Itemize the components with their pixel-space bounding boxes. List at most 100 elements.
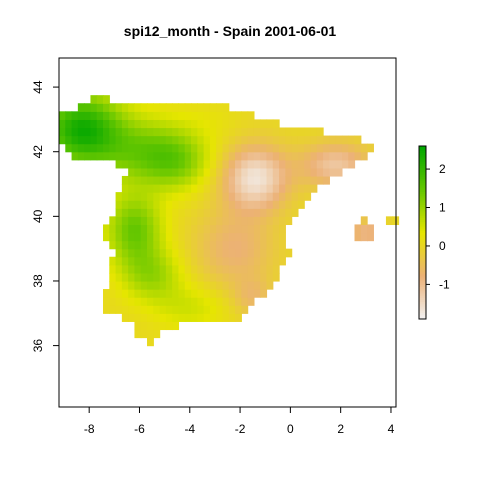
- colorbar-frame: [418, 145, 427, 320]
- raster-cell: [172, 313, 180, 322]
- raster-cell: [140, 248, 148, 258]
- raster-cell: [178, 143, 186, 153]
- raster-cell: [197, 256, 205, 266]
- raster-cell: [128, 280, 136, 290]
- raster-cell: [140, 313, 148, 322]
- raster-cell: [253, 119, 261, 129]
- colorbar-segment: [419, 219, 426, 223]
- raster-cell: [84, 103, 92, 112]
- colorbar-segment: [419, 202, 426, 205]
- raster-cell: [209, 256, 217, 266]
- raster-cell: [235, 135, 242, 145]
- raster-cell: [222, 167, 230, 177]
- raster-cell: [121, 143, 129, 153]
- raster-cell: [140, 119, 148, 129]
- raster-cell: [134, 167, 142, 177]
- raster-cell: [140, 127, 148, 137]
- raster-cell: [191, 313, 198, 322]
- raster-cell: [140, 305, 148, 314]
- raster-cell: [247, 135, 255, 145]
- raster-cell: [153, 248, 161, 258]
- raster-cell: [222, 313, 230, 322]
- raster-cell: [272, 119, 280, 129]
- raster-cell: [209, 192, 217, 201]
- raster-cell: [216, 240, 224, 250]
- raster-cell: [203, 224, 211, 234]
- raster-cell: [178, 111, 186, 120]
- raster-cell: [253, 289, 261, 298]
- raster-cell: [172, 305, 180, 314]
- raster-cell: [291, 135, 299, 145]
- raster-cell: [335, 143, 343, 153]
- raster-cell: [209, 272, 217, 282]
- raster-cell: [354, 224, 362, 234]
- raster-cell: [209, 297, 217, 306]
- raster-cell: [65, 143, 73, 153]
- raster-cell: [77, 119, 85, 129]
- raster-cell: [165, 111, 173, 120]
- raster-cell: [121, 280, 129, 290]
- raster-cell: [241, 135, 249, 145]
- raster-cell: [172, 192, 180, 201]
- raster-cell: [216, 111, 224, 120]
- raster-cell: [291, 192, 299, 201]
- raster-cell: [109, 224, 117, 234]
- raster-cell: [115, 111, 123, 120]
- raster-cell: [310, 143, 318, 153]
- raster-cell: [266, 192, 274, 201]
- colorbar-segment: [419, 234, 426, 238]
- raster-cell: [272, 175, 280, 185]
- raster-cell: [147, 192, 154, 201]
- raster-cell: [109, 240, 117, 250]
- raster-cell: [247, 224, 255, 234]
- raster-cell: [304, 135, 312, 145]
- raster-cell: [304, 151, 312, 161]
- raster-cell: [216, 135, 224, 145]
- raster-cell: [297, 175, 305, 185]
- raster-cell: [285, 151, 293, 161]
- colorbar-segment: [419, 150, 426, 153]
- raster-cell: [310, 175, 318, 185]
- raster-cell: [222, 103, 230, 112]
- raster-cell: [228, 175, 236, 185]
- raster-cell: [109, 151, 117, 161]
- raster-cell: [253, 200, 261, 209]
- raster-cell: [354, 143, 362, 153]
- raster-cell: [216, 224, 224, 234]
- raster-cell: [247, 256, 255, 266]
- raster-cell: [191, 151, 198, 161]
- raster-cell: [216, 216, 224, 226]
- raster-cell: [178, 248, 186, 258]
- raster-cell: [241, 297, 249, 306]
- raster-cell: [228, 264, 236, 274]
- raster-cell: [121, 192, 129, 201]
- colorbar-segment: [419, 282, 426, 285]
- raster-cell: [140, 297, 148, 306]
- raster-cell: [247, 167, 255, 177]
- raster-cell: [253, 224, 261, 234]
- raster-cell: [115, 248, 123, 258]
- raster-cell: [178, 232, 186, 242]
- raster-cell: [235, 159, 242, 169]
- raster-cell: [260, 135, 268, 145]
- raster-cell: [90, 143, 98, 153]
- raster-cell: [147, 240, 154, 250]
- raster-cell: [209, 232, 217, 242]
- raster-cell: [279, 192, 286, 201]
- colorbar-segment: [419, 254, 426, 257]
- raster-cell: [316, 143, 324, 153]
- raster-cell: [134, 103, 142, 112]
- raster-cell: [96, 143, 104, 153]
- raster-cell: [128, 159, 136, 169]
- raster-cell: [115, 232, 123, 242]
- raster-cell: [121, 208, 129, 217]
- raster-cell: [241, 248, 249, 258]
- raster-cell: [115, 151, 123, 161]
- raster-cell: [241, 119, 249, 129]
- colorbar-segment: [419, 299, 426, 303]
- raster-cell: [203, 200, 211, 209]
- raster-cell: [96, 111, 104, 120]
- raster-cell: [247, 216, 255, 226]
- raster-cell: [165, 240, 173, 250]
- raster-cell: [147, 167, 154, 177]
